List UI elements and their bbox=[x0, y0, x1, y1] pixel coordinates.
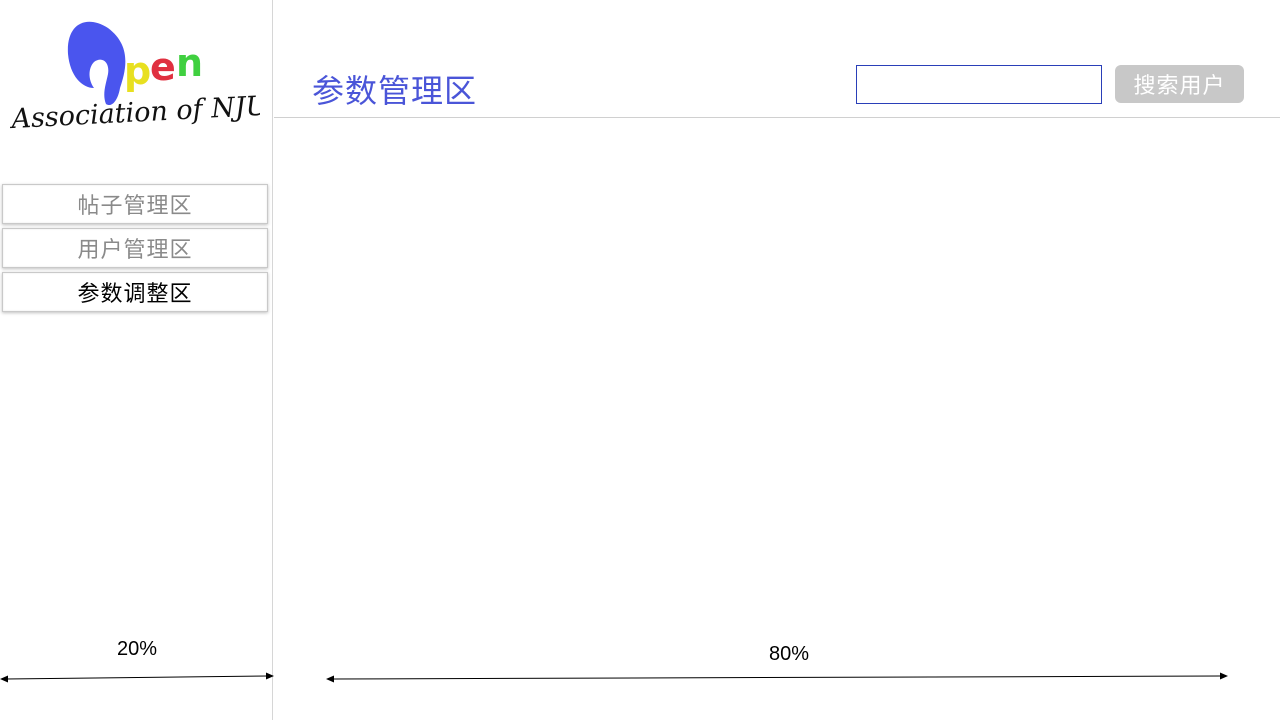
logo-letter-e: e bbox=[150, 45, 176, 89]
sidebar-width-label: 20% bbox=[117, 638, 158, 660]
main-width-arrow bbox=[326, 672, 1228, 683]
sidebar-item-parameters[interactable]: 参数调整区 bbox=[2, 272, 268, 312]
open-association-logo: p e n Association of NJU bbox=[8, 21, 260, 136]
main-content bbox=[274, 118, 1280, 720]
sidebar-item-label: 帖子管理区 bbox=[77, 194, 193, 219]
sidebar-item-posts[interactable]: 帖子管理区 bbox=[2, 184, 268, 224]
page-title: 参数管理区 bbox=[312, 72, 478, 110]
sidebar: p e n Association of NJU 帖子管理区 用户管理区 参数调… bbox=[0, 0, 274, 720]
search-users-button[interactable]: 搜索用户 bbox=[1115, 65, 1244, 103]
sidebar-item-label: 参数调整区 bbox=[77, 282, 193, 307]
logo-letter-p: p bbox=[124, 49, 151, 93]
search-input[interactable] bbox=[856, 65, 1102, 104]
main-width-label: 80% bbox=[769, 643, 810, 665]
sidebar-item-users[interactable]: 用户管理区 bbox=[2, 228, 268, 268]
sidebar-nav: 帖子管理区 用户管理区 参数调整区 bbox=[0, 182, 272, 316]
logo-letter-n: n bbox=[176, 41, 203, 85]
sidebar-item-label: 用户管理区 bbox=[77, 238, 193, 263]
header: 参数管理区 搜索用户 bbox=[274, 0, 1280, 118]
logo-o-shape bbox=[67, 21, 126, 106]
logo-tagline: Association of NJU bbox=[8, 91, 260, 136]
sidebar-width-arrow bbox=[0, 672, 274, 683]
